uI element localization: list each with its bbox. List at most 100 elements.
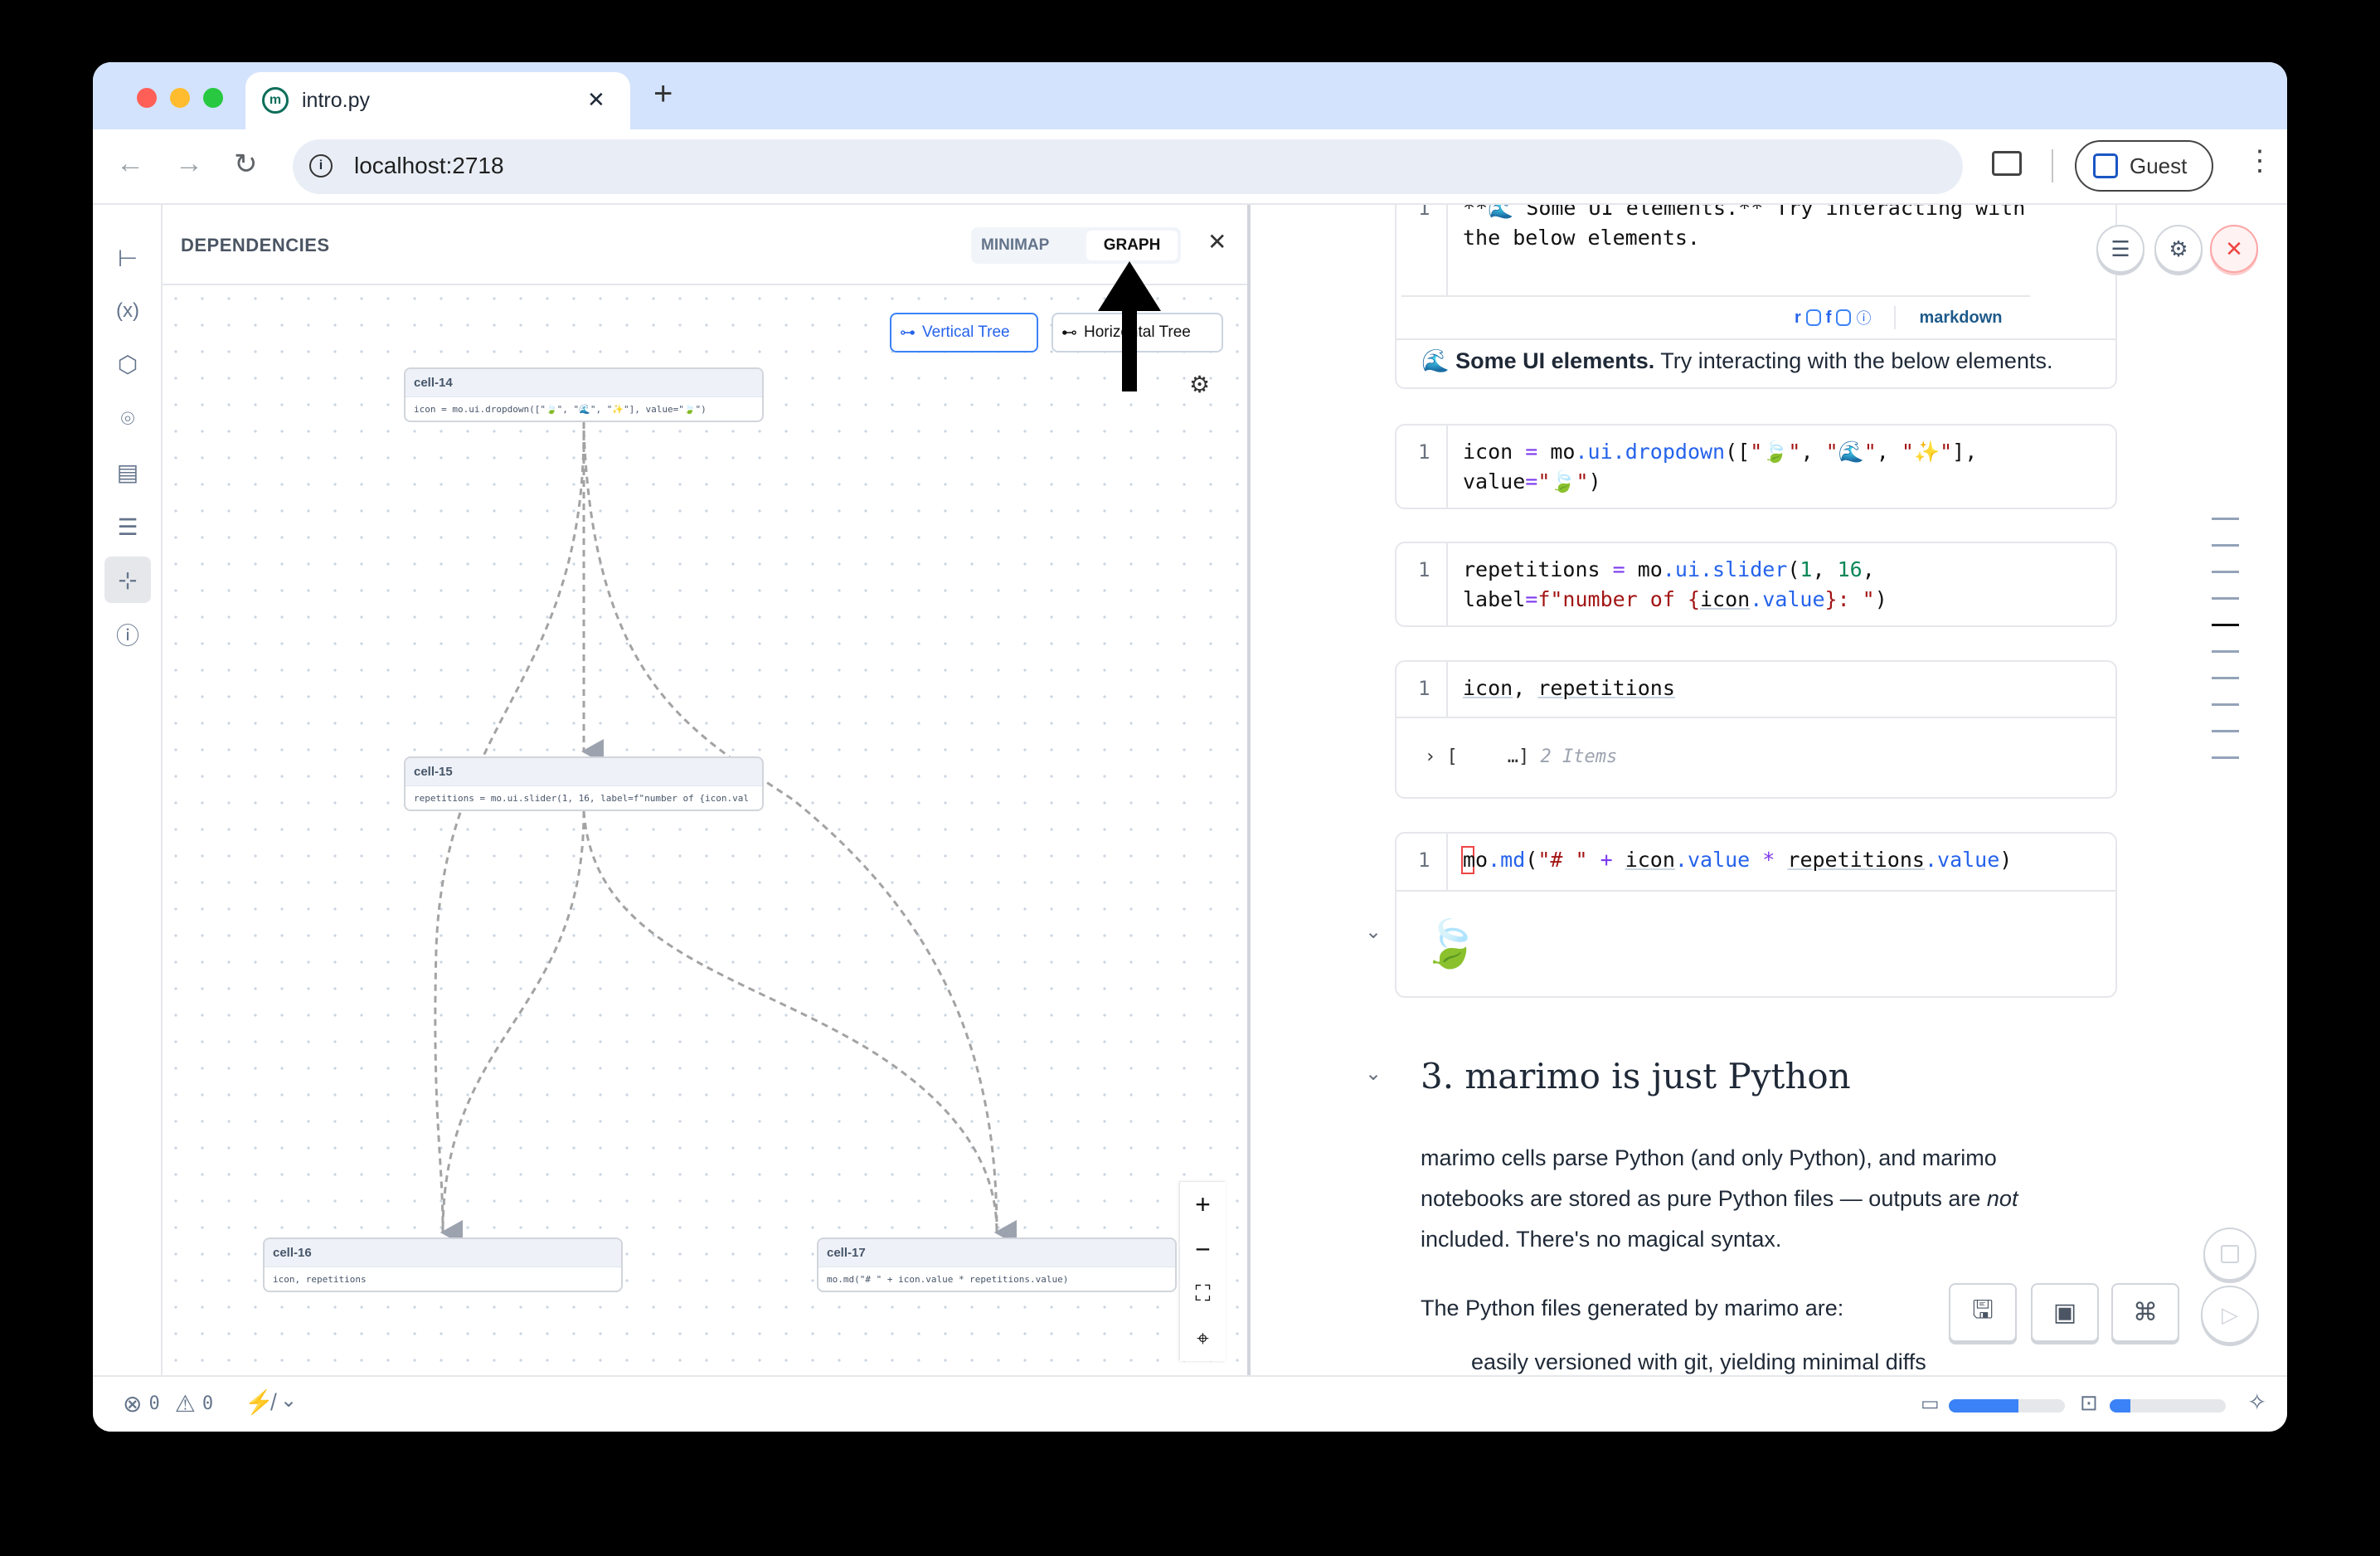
code-line[interactable]: value="🍃") (1463, 467, 1977, 497)
code-line[interactable]: icon, repetitions (1463, 673, 1675, 703)
minimap-line[interactable] (2212, 571, 2239, 573)
stop-button[interactable] (2203, 1228, 2256, 1281)
minimap-line[interactable] (2212, 756, 2239, 759)
forward-icon[interactable]: → (175, 148, 203, 179)
command-palette-button[interactable]: ⌘ (2111, 1283, 2179, 1342)
graph-node-cell-17[interactable]: cell-17 mo.md("# " + icon.value * repetit… (817, 1238, 1177, 1292)
back-icon[interactable]: ← (116, 148, 144, 179)
chevron-down-icon[interactable]: ⌄ (280, 1389, 298, 1412)
code-token: .dropdown (1612, 440, 1726, 464)
expand-toggle[interactable]: › [ (1425, 746, 1458, 767)
tab-graph[interactable]: GRAPH (1086, 231, 1178, 260)
minimap-line[interactable] (2212, 518, 2239, 520)
notebook-cell[interactable]: 1 repetitions = mo.ui.slider(1, 16, label… (1395, 542, 2117, 627)
minimap-line[interactable] (2212, 597, 2239, 600)
cell-actions-menu-button[interactable]: ☰ (2096, 225, 2144, 273)
code-line[interactable]: icon = mo.ui.dropdown(["🍃", "🌊", "✨"], (1463, 437, 1977, 467)
browser-menu-icon[interactable]: ⋮ (2246, 145, 2274, 177)
address-bar[interactable]: i localhost:2718 (293, 139, 1963, 194)
fstring-toggle[interactable] (1836, 309, 1852, 326)
ai-bot-icon[interactable]: ⌾ (120, 405, 135, 431)
code-token: , (1876, 440, 1902, 464)
scroll-icon[interactable]: ▤ (116, 459, 139, 485)
code-editor[interactable]: icon, repetitions (1463, 673, 1675, 703)
variables-icon[interactable]: (x) (116, 299, 139, 322)
code-editor[interactable]: icon = mo.ui.dropdown(["🍃", "🌊", "✨"], va… (1463, 437, 1977, 497)
collapse-section-chevron-icon[interactable]: ⌄ (1365, 1062, 1382, 1085)
help-icon[interactable]: ⓘ (115, 623, 139, 649)
notebook-cell-markdown[interactable]: 1 **🌊 Some UI elements.** Try interactin… (1395, 205, 2117, 389)
profile-icon (2093, 153, 2118, 178)
panel-resize-handle[interactable] (1249, 205, 1251, 1375)
notebook-cell[interactable]: 1 icon = mo.ui.dropdown(["🍃", "🌊", "✨"],… (1395, 424, 2117, 509)
shutdown-button[interactable]: ✕ (2210, 225, 2258, 273)
close-window-button[interactable] (137, 88, 157, 108)
node-code: icon, repetitions (273, 1274, 367, 1285)
notebook-settings-button[interactable]: ⚙ (2154, 225, 2203, 273)
close-panel-icon[interactable]: ✕ (1207, 229, 1227, 255)
tab-close-icon[interactable]: ✕ (587, 87, 605, 112)
vertical-tree-button[interactable]: ⊶ Vertical Tree (890, 313, 1038, 353)
reload-icon[interactable]: ↻ (234, 148, 258, 180)
code-editor[interactable]: repetitions = mo.ui.slider(1, 16, label=f… (1463, 555, 1887, 615)
package-icon[interactable]: ⬡ (117, 351, 138, 377)
diagnostics[interactable]: ⊗ 0 ⚠ 0 (123, 1390, 213, 1417)
graph-node-cell-16[interactable]: cell-16 icon, repetitions (263, 1238, 623, 1292)
cast-search-icon[interactable] (1992, 151, 2022, 176)
save-button[interactable]: 🖫 (1949, 1283, 2017, 1342)
graph-node-cell-15[interactable]: cell-15 repetitions = mo.ui.slider(1, 16,… (404, 756, 764, 811)
minimap-line[interactable] (2212, 703, 2239, 706)
sparkle-icon[interactable]: ✧ (2247, 1389, 2267, 1415)
code-editor[interactable]: mo.md("# " + icon.value * repetitions.va… (1463, 845, 2012, 875)
layout-button[interactable]: ▣ (2031, 1283, 2099, 1342)
play-icon: ▷ (2222, 1301, 2238, 1327)
code-token: * (1750, 848, 1788, 872)
new-tab-button[interactable]: + (653, 75, 673, 112)
language-label[interactable]: markdown (1919, 308, 2003, 327)
run-button[interactable]: ▷ (2201, 1286, 2259, 1344)
notebook-cell[interactable]: 1 mo.md("# " + icon.value * repetitions.… (1395, 832, 2117, 998)
zoom-out-button[interactable]: − (1180, 1227, 1226, 1272)
search-list-icon[interactable]: ☰ (117, 513, 138, 540)
notebook-panel: 1 **🌊 Some UI elements.** Try interactin… (1251, 205, 2287, 1375)
zoom-in-button[interactable]: + (1180, 1182, 1226, 1227)
list-output[interactable]: › […] 2 Items (1425, 746, 1617, 767)
minimap-line[interactable] (2212, 650, 2239, 653)
profile-button[interactable]: Guest (2075, 140, 2213, 192)
graph-node-cell-14[interactable]: cell-14 icon = mo.ui.dropdown(["🍃", "🌊", … (404, 367, 764, 422)
minimap-line[interactable] (2212, 730, 2239, 732)
code-token: icon (1463, 676, 1513, 700)
browser-tab[interactable]: m intro.py ✕ (245, 72, 630, 129)
graph-settings-icon[interactable]: ⚙ (1189, 372, 1211, 397)
info-icon[interactable]: ⓘ (1856, 310, 1872, 327)
maximize-window-button[interactable] (203, 88, 223, 108)
code-token: 16 (1837, 557, 1863, 581)
locate-button[interactable]: ⌖ (1180, 1316, 1226, 1361)
code-line[interactable]: mo.md("# " + icon.value * repetitions.va… (1463, 845, 2012, 875)
code-token: = (1612, 557, 1625, 581)
profile-label: Guest (2130, 153, 2188, 178)
horizontal-tree-button[interactable]: ⊷ Horizontal Tree (1052, 313, 1223, 353)
markdown-output: 🌊 Some UI elements. Try interacting with… (1421, 348, 2052, 374)
minimap-line-active[interactable] (2212, 624, 2239, 626)
site-info-icon[interactable]: i (309, 154, 333, 177)
minimap-line[interactable] (2212, 677, 2239, 679)
ai-off-icon[interactable]: ⚡̸ (245, 1389, 274, 1415)
minimize-window-button[interactable] (170, 88, 190, 108)
fit-view-button[interactable]: ⛶ (1180, 1272, 1226, 1316)
toolbar-divider (2052, 149, 2053, 182)
tab-minimap[interactable]: MINIMAP (981, 236, 1050, 254)
minimap-line[interactable] (2212, 544, 2239, 547)
collapse-output-chevron-icon[interactable]: ⌄ (1365, 921, 1382, 943)
dependency-graph[interactable]: ⊶ Vertical Tree ⊷ Horizontal Tree ⚙ cell-1… (163, 261, 1247, 1375)
file-tree-icon[interactable]: ⊢ (117, 245, 138, 271)
code-line[interactable]: **🌊 Some UI elements.** Try interacting … (1463, 205, 2026, 220)
code-line[interactable]: repetitions = mo.ui.slider(1, 16, (1463, 555, 1887, 585)
code-line[interactable]: the below elements. (1463, 226, 1700, 250)
notebook-cell[interactable]: 1 icon, repetitions › […] 2 Items (1395, 660, 2117, 799)
code-token: "🍃" (1750, 440, 1801, 464)
dependencies-icon[interactable]: ⊹ (104, 557, 151, 603)
url-text[interactable]: localhost:2718 (354, 153, 504, 178)
code-line[interactable]: label=f"number of {icon.value}: ") (1463, 585, 1887, 615)
raw-toggle[interactable] (1805, 309, 1821, 326)
